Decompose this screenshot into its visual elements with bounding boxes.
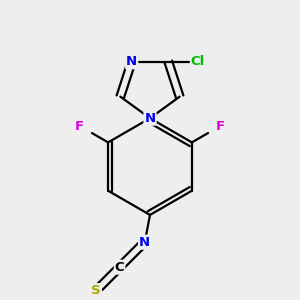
Text: F: F <box>216 119 225 133</box>
Text: N: N <box>126 55 137 68</box>
Text: N: N <box>144 112 156 125</box>
Text: N: N <box>139 236 150 249</box>
Text: F: F <box>75 119 84 133</box>
Text: S: S <box>92 284 101 297</box>
Text: Cl: Cl <box>191 55 205 68</box>
Text: C: C <box>115 261 124 274</box>
